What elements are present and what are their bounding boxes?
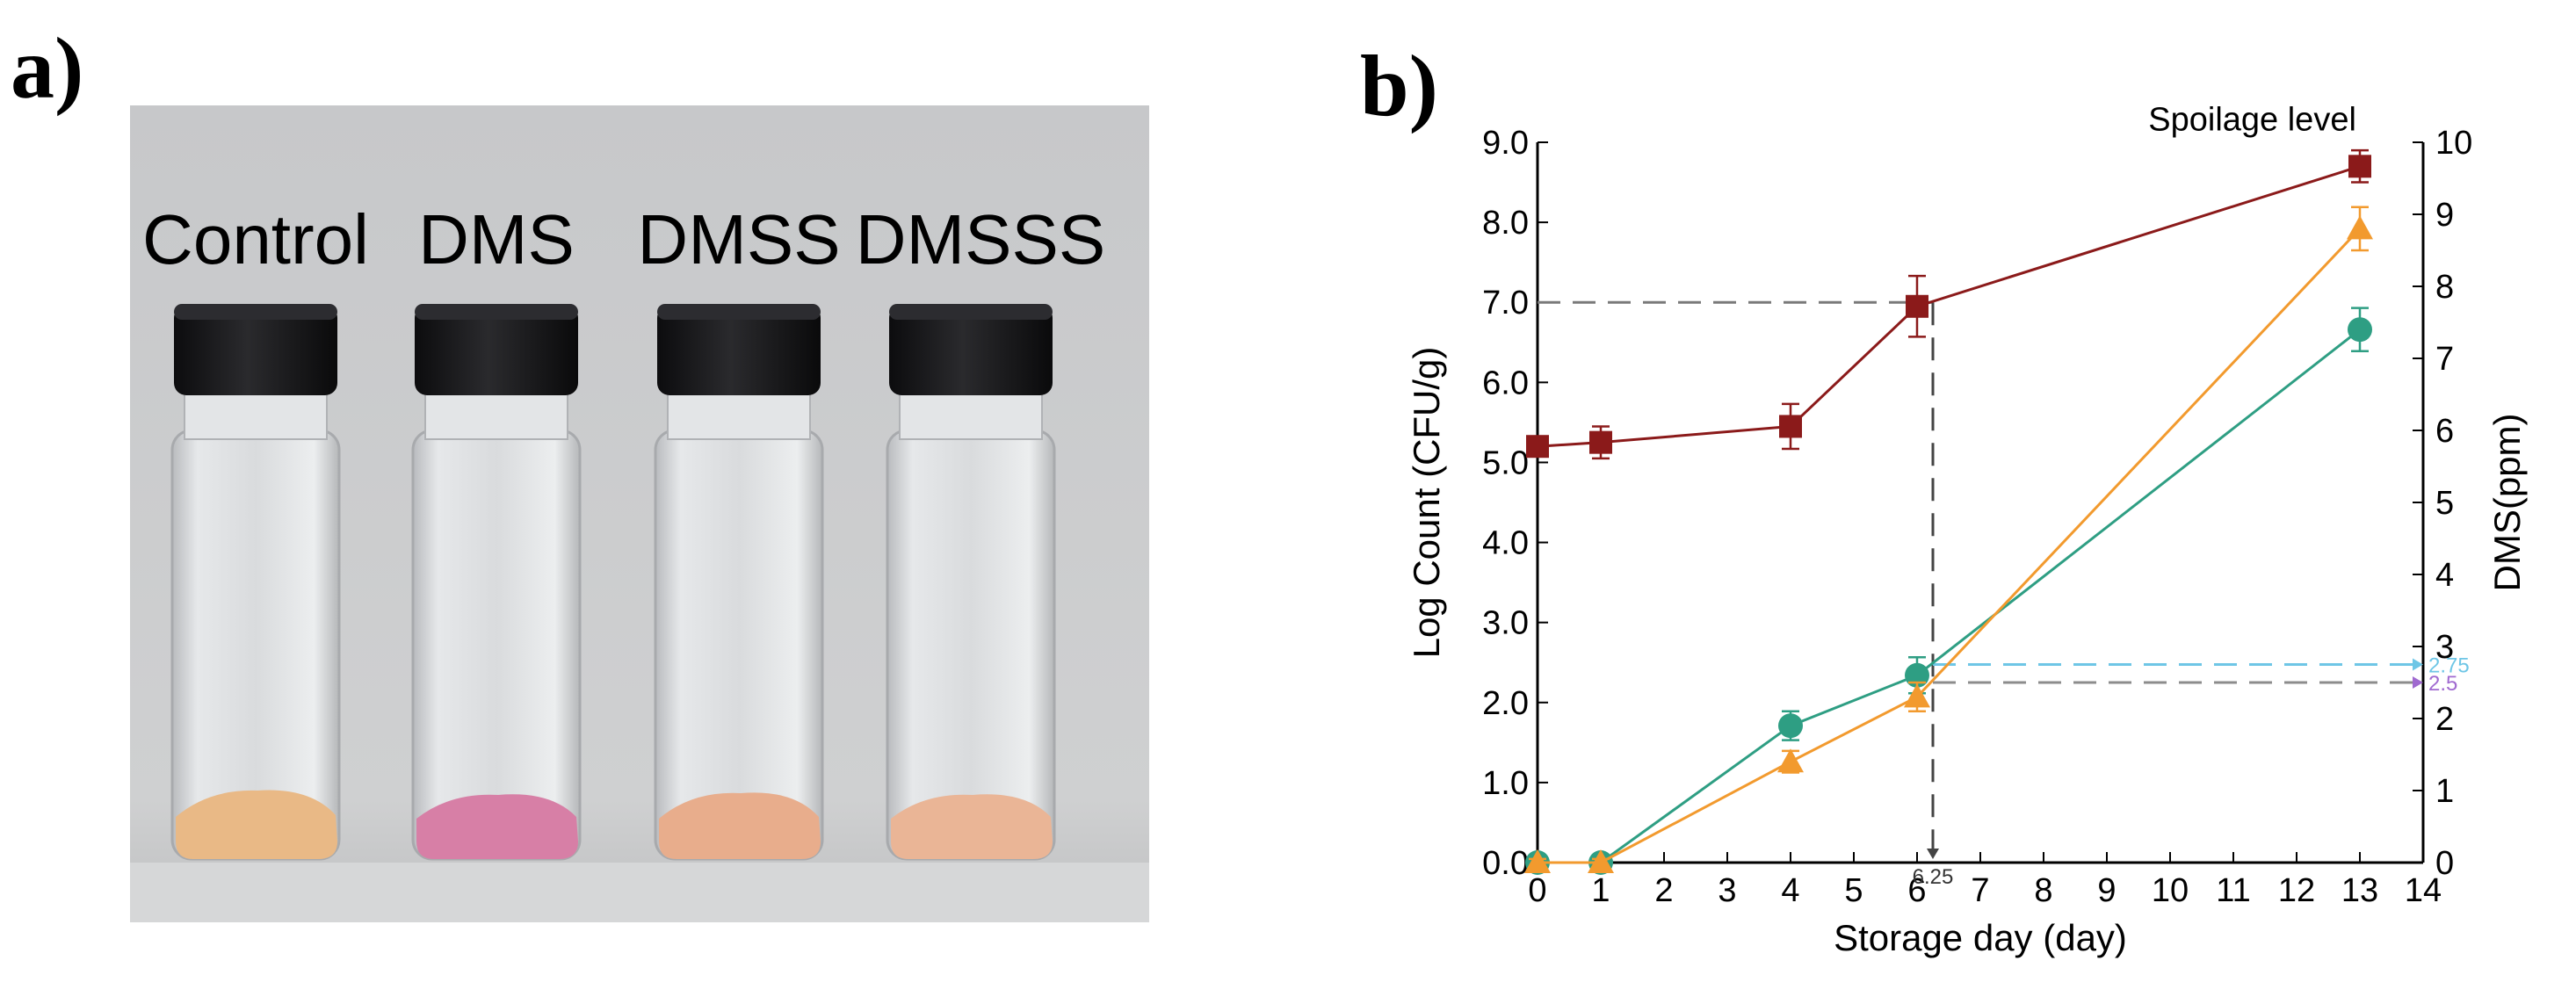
series-1-point [2348, 317, 2372, 343]
y-tick-label: 1.0 [1482, 765, 1529, 802]
x-tick-label: 11 [2216, 872, 2250, 909]
panel-b-label: b) [1360, 37, 1438, 134]
y2-tick-label: 7 [2435, 341, 2454, 378]
sample-control [176, 790, 337, 859]
series-2-line [1538, 228, 2362, 864]
y-tick-label: 4.0 [1482, 525, 1529, 562]
x-tick-label: 7 [1971, 872, 1989, 909]
x-tick-label: 9 [2097, 872, 2116, 909]
y-tick-label: 3.0 [1482, 605, 1529, 642]
threshold-a-arrow [2413, 658, 2423, 671]
vial-dms: DMS [411, 200, 582, 861]
y2-tick-label: 4 [2435, 557, 2454, 594]
vial-cap-dmsss [889, 306, 1053, 395]
plot-area: 0 1 2 3 4 5 6 7 8 9 10 11 12 13 140.01.02.03.04.05.06.… [1406, 101, 2528, 958]
vial-cap-dms [415, 306, 578, 395]
vial-label-control: Control [142, 200, 369, 278]
x-tick-label: 1 [1591, 872, 1610, 909]
series-0-point [1779, 415, 1802, 438]
threshold-a-label: 2.75 [2428, 654, 2470, 678]
series-1-point [1778, 713, 1803, 739]
x-tick-label: 14 [2405, 872, 2442, 909]
time-marker-arrow [1927, 849, 1939, 859]
y2-tick-label: 2 [2435, 701, 2454, 738]
x-tick-label: 13 [2341, 872, 2378, 909]
series-0-line [1537, 164, 2361, 448]
y-tick-label: 9.0 [1482, 125, 1529, 162]
time-marker-label: 6.25 [1913, 865, 1954, 889]
sample-dmsss [891, 794, 1053, 859]
series-2-point [2347, 215, 2373, 240]
series-2-point [1777, 748, 1804, 773]
threshold-b-label: 2.5 [2428, 672, 2457, 696]
line-chart: 0 1 2 3 4 5 6 7 8 9 10 11 12 13 140.01.02.03.04.05.06.… [1406, 101, 2528, 958]
x-tick-label: 6 [1907, 872, 1926, 909]
y-tick-label: 8.0 [1482, 205, 1529, 242]
spoilage-level-annotation: Spoilage level [2148, 101, 2356, 138]
vial-label-dms: DMS [418, 200, 575, 278]
table-surface [130, 863, 1149, 922]
series-0-point [1526, 435, 1549, 459]
x-tick-label: 5 [1844, 872, 1863, 909]
vial-dmsss: DMSSS [856, 200, 1106, 861]
y2-tick-label: 1 [2435, 773, 2454, 810]
vial-dmss: DMSS [637, 200, 841, 861]
sample-dmss [659, 792, 821, 859]
y-tick-label: 7.0 [1482, 285, 1529, 321]
vial-cap-dmss [657, 306, 821, 395]
series-2-point [1904, 683, 1930, 708]
series-0-point [2348, 155, 2371, 178]
series-0-point [1906, 294, 1928, 318]
y2-axis-title: DMS(ppm) [2486, 413, 2528, 591]
vial-label-dmsss: DMSSS [856, 200, 1106, 278]
x-axis-title: Storage day (day) [1834, 917, 2127, 958]
series-0-point [1589, 430, 1612, 454]
x-tick-label: 3 [1718, 872, 1736, 909]
x-tick-label: 10 [2152, 872, 2189, 909]
y2-tick-label: 3 [2435, 629, 2454, 666]
x-tick-label: 4 [1781, 872, 1799, 909]
y2-tick-label: 6 [2435, 413, 2454, 450]
y-tick-label: 5.0 [1482, 444, 1529, 481]
series-2-point [1524, 849, 1551, 873]
vial-label-dmss: DMSS [637, 200, 840, 278]
threshold-b-arrow [2413, 676, 2423, 689]
y-tick-label: 2.0 [1482, 685, 1529, 722]
y2-tick-label: 0 [2435, 845, 2454, 882]
y2-tick-label: 8 [2435, 269, 2454, 306]
series-1-line [1538, 329, 2361, 864]
panel-a-label: a) [11, 19, 84, 117]
y2-tick-label: 5 [2435, 485, 2454, 522]
series-2-point [1588, 849, 1614, 873]
vial-control: Control [142, 200, 369, 861]
vial-cap-control [174, 306, 337, 395]
y2-tick-label: 10 [2435, 125, 2472, 162]
vials-photo: Control DMS DMSS DMSSS [130, 105, 1149, 922]
y2-tick-label: 9 [2435, 197, 2454, 234]
x-tick-label: 12 [2278, 872, 2315, 909]
x-tick-label: 2 [1654, 872, 1673, 909]
y-axis-title: Log Count (CFU/g) [1406, 347, 1447, 659]
x-tick-label: 8 [2034, 872, 2052, 909]
y-tick-label: 6.0 [1482, 365, 1529, 401]
y-tick-label: 0.0 [1482, 845, 1529, 882]
x-tick-label: 0 [1528, 872, 1546, 909]
sample-dms [416, 794, 578, 859]
